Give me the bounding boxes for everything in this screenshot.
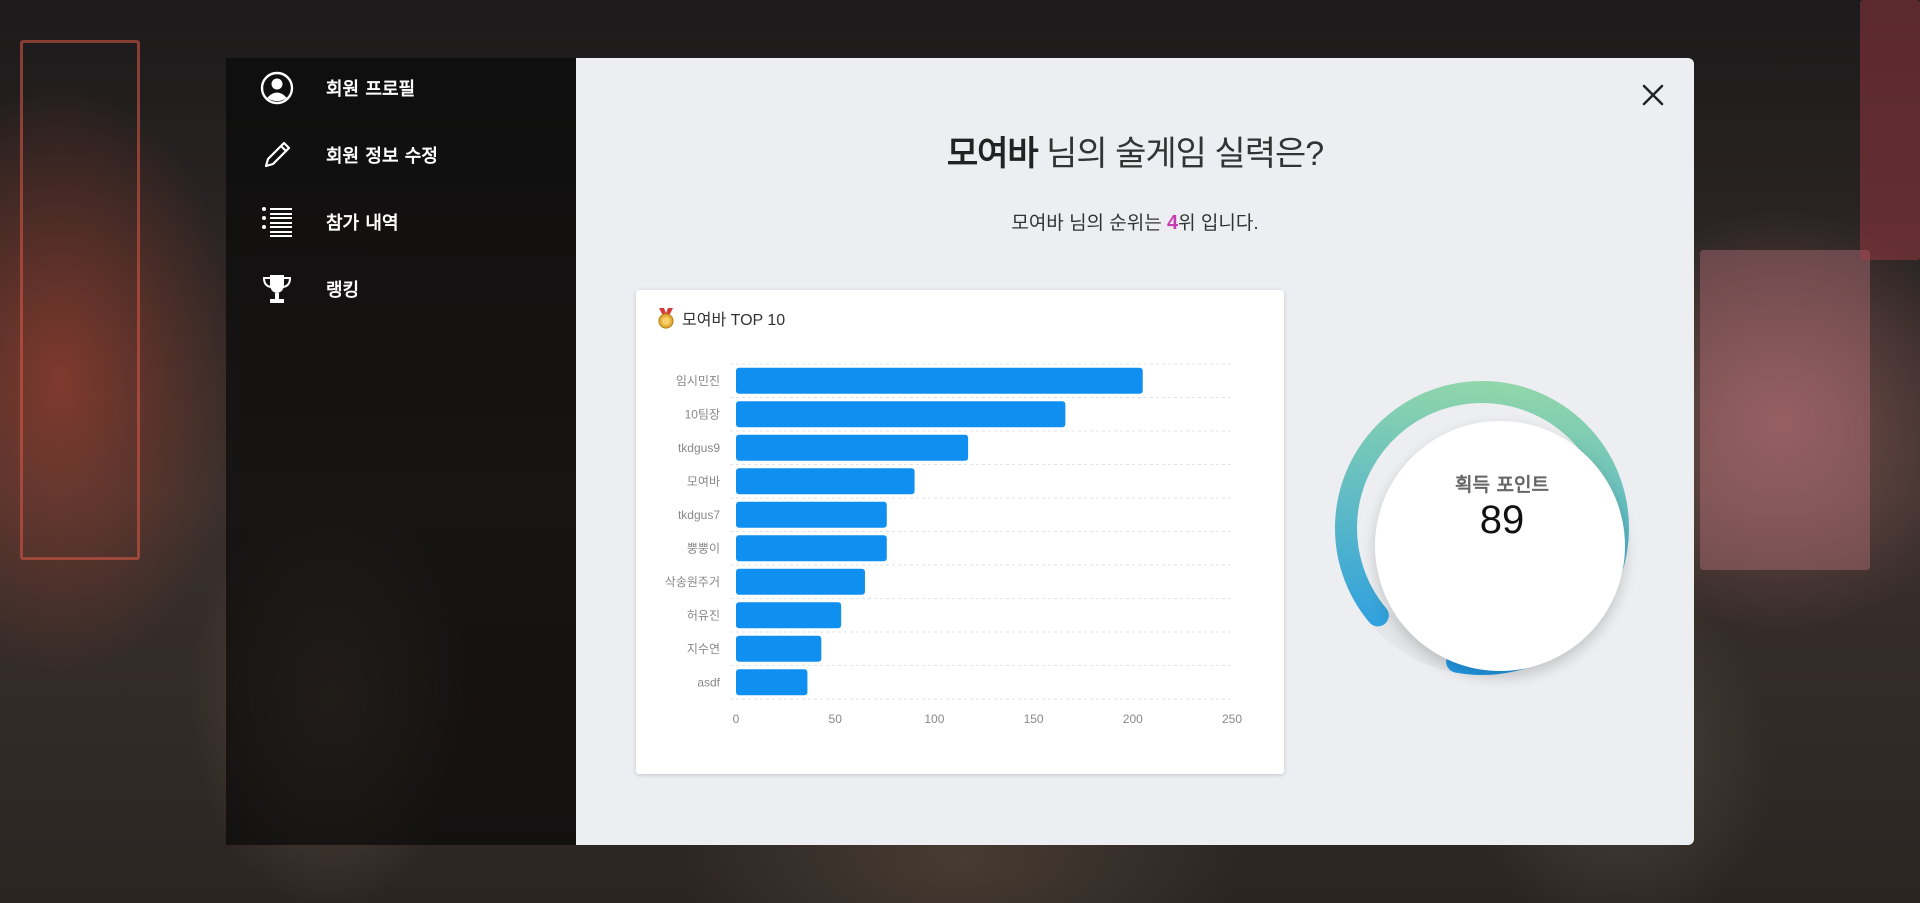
ranking-modal: 모여바 님의 술게임 실력은? 모여바 님의 순위는 4위 입니다. 모여바 T… (576, 58, 1694, 845)
bar (736, 535, 887, 562)
sidebar: 회원 프로필 회원 정보 수정 (226, 58, 576, 845)
bar (736, 367, 1143, 394)
y-tick-label: 지수연 (687, 642, 720, 656)
bar (736, 602, 842, 629)
background-neon-sign (20, 40, 140, 560)
y-tick-label: 삭송원주거 (665, 575, 720, 589)
y-tick-label: tkdgus7 (678, 508, 720, 522)
sidebar-item-label: 회원 정보 수정 (326, 146, 438, 167)
rank-summary: 모여바 님의 순위는 4위 입니다. (576, 208, 1694, 235)
list-icon (260, 205, 294, 239)
y-tick-label: 10팀장 (685, 407, 720, 421)
x-tick-label: 150 (1024, 712, 1044, 726)
title-text: 님의 술게임 실력은? (1037, 135, 1324, 173)
bar (736, 635, 822, 662)
pencil-icon (260, 138, 294, 172)
bar (736, 669, 808, 696)
x-tick-label: 200 (1123, 712, 1143, 726)
trophy-icon (260, 272, 294, 306)
y-tick-label: 뿡뿡이 (687, 541, 720, 555)
bar (736, 501, 887, 528)
user-circle-icon (260, 71, 294, 105)
close-button[interactable] (1636, 78, 1670, 112)
rank-number: 4 (1167, 212, 1179, 234)
y-tick-label: tkdgus9 (678, 441, 720, 455)
points-value: 89 (1479, 498, 1525, 542)
x-tick-label: 50 (829, 712, 843, 726)
x-tick-label: 0 (733, 712, 740, 726)
bar (736, 468, 915, 495)
gauge-center (1375, 421, 1625, 671)
points-label: 획득 포인트 (1454, 474, 1549, 496)
points-gauge (1332, 378, 1632, 678)
y-tick-label: 임시민진 (676, 374, 720, 388)
sidebar-item-ranking[interactable]: 랭킹 (260, 269, 359, 309)
page-title: 모여바 님의 술게임 실력은? (576, 126, 1694, 175)
sidebar-item-edit-info[interactable]: 회원 정보 수정 (260, 135, 438, 175)
sidebar-item-label: 참가 내역 (326, 213, 399, 234)
title-user-name: 모여바 (946, 135, 1039, 173)
sidebar-item-profile[interactable]: 회원 프로필 (260, 68, 415, 108)
sidebar-item-label: 랭킹 (326, 280, 360, 301)
background-neon-sign (1860, 0, 1920, 260)
x-tick-label: 250 (1222, 712, 1242, 726)
sidebar-item-label: 회원 프로필 (326, 79, 416, 100)
bar (736, 401, 1066, 428)
y-tick-label: 허유진 (687, 608, 720, 622)
medal-icon (658, 308, 674, 329)
sidebar-item-history[interactable]: 참가 내역 (260, 202, 399, 242)
background-neon-sign (1700, 250, 1870, 570)
close-icon (1642, 84, 1664, 106)
y-tick-label: asdf (697, 675, 720, 689)
card-title: 모여바 TOP 10 (682, 312, 786, 329)
rank-summary-suffix: 위 입니다. (1178, 213, 1259, 234)
rank-summary-prefix: 모여바 님의 순위는 (1011, 213, 1168, 234)
y-tick-label: 모여바 (687, 474, 720, 488)
x-tick-label: 100 (924, 712, 944, 726)
bar (736, 568, 865, 595)
card-header: 모여바 TOP 10 (656, 306, 785, 330)
bar (736, 434, 969, 461)
